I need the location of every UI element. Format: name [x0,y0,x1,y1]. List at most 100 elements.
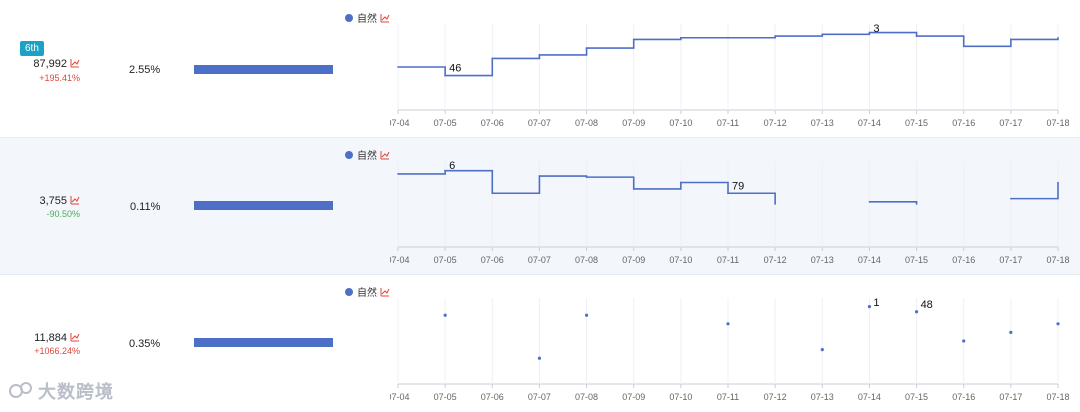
data-point [727,192,729,195]
x-tick-label: 07-10 [669,118,692,128]
x-tick-label: 07-08 [575,392,598,402]
data-point [868,201,871,203]
x-tick-label: 07-05 [434,118,457,128]
x-tick-label: 07-10 [669,255,692,265]
legend-dot [345,13,353,22]
volume-change: +1066.24% [34,346,80,356]
x-tick-label: 07-17 [999,255,1022,265]
x-tick-label: 07-12 [764,392,787,402]
x-tick-label: 07-13 [811,118,834,128]
keyword-volume-value: 11,884 [34,332,67,344]
data-point [1056,322,1060,326]
data-point [397,66,399,68]
data-point [538,175,541,177]
chart-legend[interactable]: 自然 [345,147,390,162]
logo-text: 大数跨境 [38,382,114,402]
data-point [444,169,446,172]
data-point [774,35,776,37]
legend-label: 自然 [357,288,377,299]
keyword-volume-value: 3,755 [39,195,67,207]
x-tick-label: 07-14 [858,255,881,265]
rank-annotation: 1 [873,297,879,309]
traffic-share: 0.11% [130,201,161,213]
series-line [398,31,1059,77]
x-tick-label: 07-14 [858,392,881,402]
rank-trend-chart[interactable]: 07-04 07-05 07-06 07-07 07-08 07-09 07-10 07-11… [390,18,1070,134]
data-point [1009,330,1013,334]
trend-chart-icon[interactable] [380,150,390,160]
share-bar [194,201,333,210]
x-tick-label: 07-08 [575,255,598,265]
x-tick-label: 07-18 [1046,392,1069,402]
x-tick-label: 07-06 [481,392,504,402]
x-tick-label: 07-15 [905,255,928,265]
volume-change: -90.50% [46,209,80,219]
rank-annotation: 79 [732,180,744,192]
x-tick-label: 07-04 [390,118,410,128]
data-point [491,192,494,195]
chart-legend[interactable]: 自然 [345,284,390,299]
data-point [680,36,682,39]
data-point [491,57,494,60]
data-point [962,45,965,48]
rank-annotation: 48 [921,299,933,311]
data-point [867,305,872,309]
chart-legend[interactable]: 自然 [345,10,390,25]
data-point [915,35,918,37]
x-tick-label: 07-07 [528,392,551,402]
trend-chart-icon[interactable] [70,195,80,205]
x-tick-label: 07-11 [717,392,739,402]
row-divider [0,274,1080,275]
trend-chart-icon[interactable] [380,287,390,297]
data-point [820,348,824,352]
x-tick-label: 07-16 [952,255,975,265]
rank-trend-chart[interactable]: 07-04 07-05 07-06 07-07 07-08 07-09 07-10 07-11… [390,292,1070,408]
data-point [1010,38,1012,41]
x-tick-label: 07-04 [390,392,410,402]
x-tick-label: 07-08 [575,118,598,128]
logo-icon [9,382,32,398]
data-point [397,173,399,175]
keyword-volume: 11,884 [10,332,80,344]
x-tick-label: 07-10 [669,392,692,402]
keyword-volume-value: 87,992 [33,58,67,70]
data-point [680,181,682,184]
legend-dot [345,150,353,159]
data-point [1057,36,1059,39]
x-tick-label: 07-12 [764,255,787,265]
x-tick-label: 07-16 [952,392,975,402]
trend-chart-icon[interactable] [380,13,390,23]
data-point [584,313,589,317]
trend-chart-icon[interactable] [70,58,80,68]
data-point [868,31,871,34]
x-tick-label: 07-18 [1046,255,1069,265]
rank-trend-chart[interactable]: 07-04 07-05 07-06 07-07 07-08 07-09 07-10 07-11… [390,155,1070,271]
x-tick-label: 07-05 [434,255,457,265]
keyword-volume: 3,755 [10,195,80,207]
x-tick-label: 07-13 [811,255,834,265]
x-tick-label: 07-06 [481,255,504,265]
share-bar [194,65,333,74]
data-point [774,203,776,205]
x-tick-label: 07-09 [622,118,645,128]
rank-badge: 6th [20,41,44,56]
x-tick-label: 07-15 [905,118,928,128]
x-tick-label: 07-13 [811,392,834,402]
x-tick-label: 07-09 [622,392,645,402]
legend-label: 自然 [357,14,377,25]
data-point [726,322,730,326]
x-tick-label: 07-14 [858,118,881,128]
x-tick-label: 07-06 [481,118,504,128]
x-tick-label: 07-15 [905,392,928,402]
x-tick-label: 07-18 [1046,118,1069,128]
share-bar [194,338,333,347]
row-divider [0,137,1080,138]
x-tick-label: 07-12 [764,118,787,128]
x-tick-label: 07-07 [528,255,551,265]
rank-annotation: 3 [873,23,879,35]
x-tick-label: 07-04 [390,255,410,265]
trend-chart-icon[interactable] [70,332,80,342]
data-point [1057,181,1059,184]
data-point [727,36,729,39]
data-point [915,203,918,205]
